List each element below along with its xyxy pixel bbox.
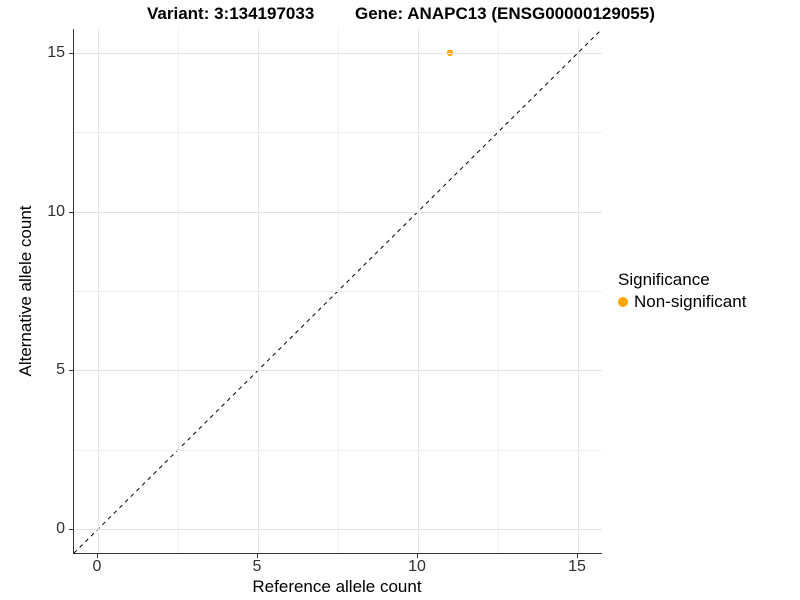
gridline-major-y	[74, 529, 602, 531]
gridline-major-x	[98, 29, 99, 553]
gridline-major-x	[578, 29, 579, 553]
x-axis-label: Reference allele count	[252, 577, 422, 596]
legend-item: Non-significant	[618, 292, 746, 312]
gridline-minor-y	[74, 291, 602, 292]
plot-panel	[73, 28, 603, 554]
legend-point-icon	[618, 297, 628, 307]
legend-title: Significance	[618, 270, 710, 289]
y-tick-mark	[69, 211, 73, 213]
x-tick-label: 15	[568, 558, 586, 575]
x-tick-label: 0	[92, 558, 102, 575]
x-tick-mark	[417, 554, 418, 558]
y-tick-label: 15	[47, 43, 65, 61]
plot-title-gene: Gene: ANAPC13 (ENSG00000129055)	[355, 4, 655, 23]
y-tick-mark	[69, 370, 73, 372]
y-tick-label: 10	[47, 202, 65, 220]
legend-item-label: Non-significant	[634, 292, 747, 311]
gridline-minor-y	[74, 449, 602, 451]
x-tick-mark	[257, 554, 258, 558]
gridline-major-y	[74, 370, 602, 372]
x-tick-mark	[97, 554, 98, 558]
y-tick-mark	[69, 52, 73, 54]
y-tick-label: 5	[56, 361, 65, 379]
x-tick-mark	[577, 554, 578, 558]
gridline-major-y	[74, 211, 602, 213]
y-tick-label: 0	[56, 520, 65, 538]
plot-title-variant: Variant: 3:134197033	[147, 4, 315, 23]
legend: Significance Non-significant	[618, 270, 746, 312]
gridline-major-x	[418, 29, 419, 553]
x-tick-label: 10	[408, 558, 426, 575]
gridline-major-y	[74, 52, 602, 54]
y-tick-mark	[69, 529, 73, 531]
x-tick-label: 5	[252, 558, 262, 575]
gridline-minor-y	[74, 132, 602, 134]
gridline-major-x	[258, 29, 259, 553]
y-axis-label: Alternative allele count	[16, 205, 35, 377]
